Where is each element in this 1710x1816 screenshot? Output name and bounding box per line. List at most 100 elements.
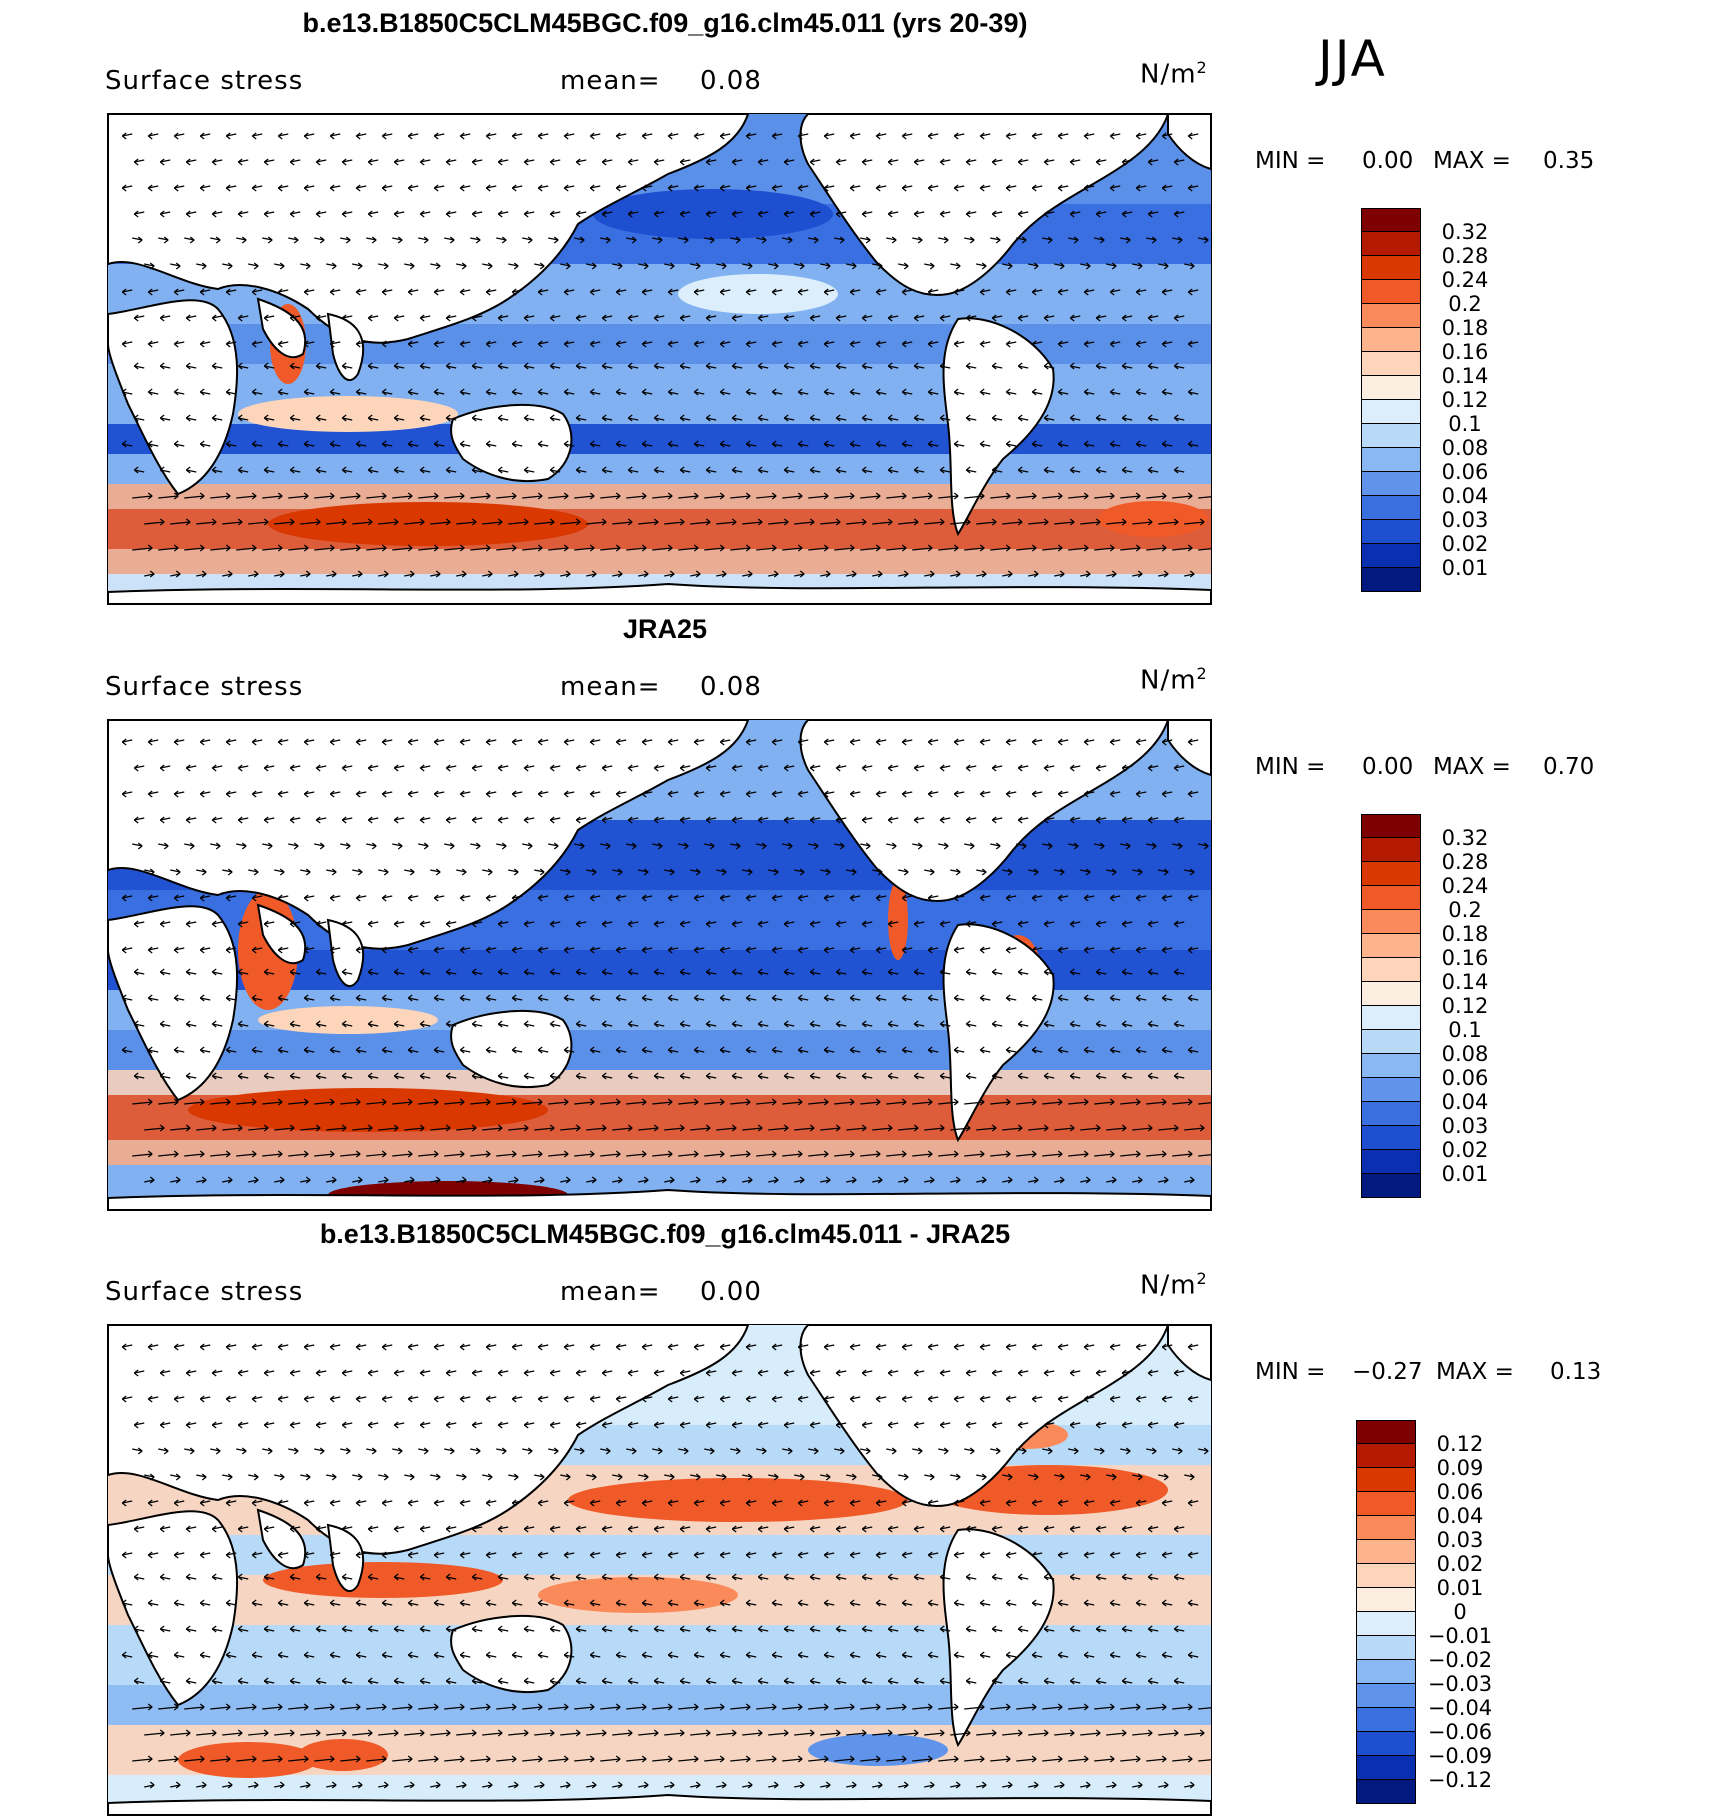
colorbar-tick-label: 0.12 (1441, 994, 1489, 1018)
stress-vector (236, 842, 247, 850)
stress-vector (860, 1447, 871, 1455)
stress-vector (626, 842, 637, 850)
stress-vector (158, 236, 169, 244)
stress-vector (965, 1677, 977, 1685)
stress-vector (1187, 1395, 1199, 1403)
stress-vector (173, 946, 185, 954)
stress-band (108, 424, 1211, 454)
stress-vector (1120, 842, 1131, 850)
stress-vector (199, 288, 211, 296)
stress-vector (693, 1046, 705, 1054)
stress-vector (991, 1421, 1003, 1429)
stress-vector (471, 314, 483, 322)
stress-vector (574, 544, 595, 552)
stress-vector (277, 1599, 289, 1607)
stress-vector (913, 414, 925, 422)
stress-vector (1158, 1729, 1179, 1737)
stress-vector (225, 946, 237, 954)
stress-vector (1161, 1046, 1173, 1054)
stress-vector (693, 288, 705, 296)
stress-vector (159, 1573, 171, 1581)
stress-vector (768, 262, 779, 270)
stress-vector (237, 1020, 249, 1028)
stress-vector (731, 920, 743, 928)
stress-vector (965, 1421, 977, 1429)
stress-vector (574, 1703, 595, 1711)
stress-vector (731, 1525, 743, 1533)
stress-vector (872, 1729, 893, 1737)
stress-vector (809, 362, 821, 370)
stress-vector (783, 414, 795, 422)
stress-vector (248, 1473, 259, 1481)
stress-vector (979, 340, 991, 348)
stress-vector (901, 994, 913, 1002)
stress-vector (393, 1625, 405, 1633)
stress-vector (211, 1677, 223, 1685)
stress-vector (693, 994, 705, 1002)
stress-vector (1161, 1599, 1173, 1607)
colorbar-tick-label: 0.2 (1448, 292, 1482, 316)
stress-vector (1031, 1551, 1043, 1559)
stress-vector (496, 842, 507, 850)
stress-vector (303, 894, 315, 902)
stress-vector (820, 1473, 831, 1481)
stress-vector (1042, 492, 1063, 500)
stress-vector (173, 790, 185, 798)
stress-vector (251, 440, 263, 448)
stress-vector (768, 570, 779, 578)
stress-vector (849, 946, 861, 954)
stress-vector (768, 1176, 779, 1184)
stress-vector (459, 340, 471, 348)
stress-region (808, 1734, 948, 1766)
stress-vector (757, 414, 769, 422)
stress-vector (615, 1343, 627, 1351)
stress-vector (158, 1150, 179, 1158)
stress-vector (1095, 1421, 1107, 1429)
stress-vector (147, 1651, 159, 1659)
stress-vector (482, 1176, 493, 1184)
stress-vector (121, 738, 133, 746)
stress-vector (404, 518, 425, 526)
stress-vector (445, 1677, 457, 1685)
stress-vector (901, 340, 913, 348)
stress-vector (211, 210, 223, 218)
stress-vector (303, 1551, 315, 1559)
stress-vector (953, 1395, 965, 1403)
stress-vector (381, 1395, 393, 1403)
stress-vector (1002, 1124, 1023, 1132)
stress-vector (445, 920, 457, 928)
stress-vector (745, 1599, 757, 1607)
stress-vector (1121, 210, 1133, 218)
stress-vector (485, 340, 497, 348)
stress-vector (1094, 1703, 1115, 1711)
continent-outline (108, 1325, 750, 1555)
stress-vector (340, 492, 361, 500)
stress-vector (1121, 816, 1133, 824)
stress-vector (274, 262, 285, 270)
stress-vector (615, 1046, 627, 1054)
stress-vector (211, 816, 223, 824)
stress-vector (912, 1150, 933, 1158)
stress-vector (679, 362, 691, 370)
stress-vector (834, 1755, 855, 1763)
stress-vector (277, 1551, 289, 1559)
stress-vector (459, 1343, 471, 1351)
stress-vector (939, 1020, 951, 1028)
stress-vector (887, 816, 899, 824)
stress-vector (730, 236, 741, 244)
stress-vector (300, 518, 321, 526)
stress-vector (1031, 946, 1043, 954)
stress-vector (901, 1499, 913, 1507)
stress-vector (600, 842, 611, 850)
stress-vector (667, 946, 679, 954)
stress-vector (1147, 314, 1159, 322)
stress-vector (534, 868, 545, 876)
stress-vector (1095, 362, 1107, 370)
stress-vector (1068, 492, 1089, 500)
stress-vector (690, 1124, 711, 1132)
stress-vector (419, 1573, 431, 1581)
stress-vector (196, 1176, 207, 1184)
stress-vector (430, 262, 441, 270)
stress-vector (794, 1176, 805, 1184)
stress-vector (927, 1343, 939, 1351)
